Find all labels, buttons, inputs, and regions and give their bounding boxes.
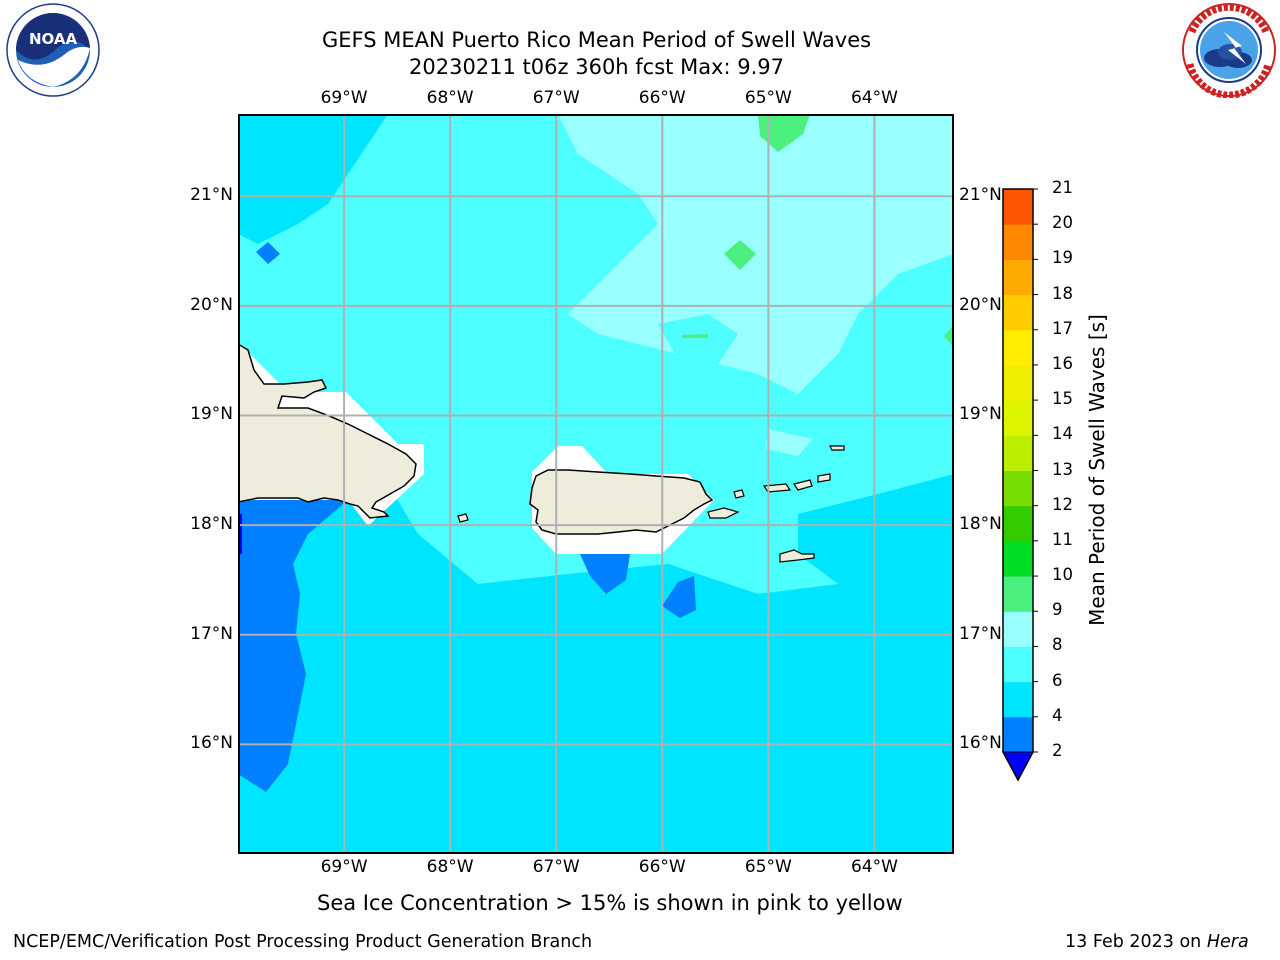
lon-tick-top: 69°W [320,88,368,108]
field-2-4-west [238,500,348,792]
field-2-4-s-pr [580,554,630,594]
colorbar-segment [1003,294,1033,331]
footer-date: 13 Feb 2023 on Hera [1065,932,1249,952]
lon-tick-bottom: 65°W [744,857,792,877]
field-9-10-a [758,114,810,152]
lat-tick-right: 17°N [959,623,1002,644]
colorbar-tick-label: 4 [1052,705,1063,725]
land-hispaniola [238,343,417,519]
chart-subtitle: 20230211 t06z 360h fcst Max: 9.97 [409,55,784,79]
colorbar-tick-label: 15 [1052,389,1073,409]
colorbar-segment [1003,364,1033,401]
colorbar-tick-label: 10 [1052,565,1073,585]
lon-tick-bottom: 64°W [850,857,898,877]
colorbar-segment [1003,611,1033,647]
colorbar-segment [1003,435,1033,471]
lat-tick-right: 19°N [959,404,1002,425]
colorbar-segment [1003,540,1033,577]
colorbar-segment [1003,400,1033,436]
lon-tick-top: 68°W [426,88,474,108]
field-4-6-east [798,474,954,584]
colorbar-segment [1003,646,1033,683]
colorbar-segment [1003,576,1033,612]
map-border [238,114,954,854]
colorbar-tick-label: 19 [1052,248,1073,268]
lon-tick-top: 64°W [850,88,898,108]
field-4-6-north [238,114,388,244]
field-9-10-b [724,240,756,270]
colorbar-tick-label: 11 [1052,529,1073,549]
lat-tick-left: 20°N [190,294,233,315]
colorbar-tick-label: 16 [1052,353,1073,373]
colorbar-tick-label: 12 [1052,494,1073,514]
lat-tick-right: 16°N [959,733,1002,754]
colorbar-segment [1003,329,1033,366]
nws-logo-icon [1180,2,1278,99]
map-panel [238,114,954,854]
land-st-croix [779,549,815,563]
colorbar-outline [1002,188,1034,782]
colorbar-segment [1003,224,1033,260]
noaa-logo-icon: NOAA [3,2,103,98]
field-8-9-small2 [766,429,813,456]
field-2-4-nw [256,242,280,264]
lat-tick-left: 17°N [190,623,233,644]
land-culebra [733,489,745,499]
colorbar-segment [1003,470,1033,507]
field-9-10-d [944,324,954,348]
colorbar-tick-label: 8 [1052,635,1063,655]
land-virgin-islands [762,473,831,493]
lon-tick-bottom: 66°W [638,857,686,877]
colorbar-segment [1003,681,1033,718]
colorbar-tick-label: 18 [1052,283,1073,303]
colorbar-tick-label: 6 [1052,670,1063,690]
lon-tick-top: 67°W [532,88,580,108]
lon-tick-top: 65°W [744,88,792,108]
land-anegada [829,445,845,451]
field-8-9-small1 [588,134,638,159]
land-vieques [707,507,740,519]
colorbar-tick-label: 2 [1052,741,1063,760]
land-mona [457,513,469,523]
lon-tick-bottom: 67°W [532,857,580,877]
lon-tick-bottom: 69°W [320,857,368,877]
lat-tick-left: 19°N [190,404,233,425]
colorbar-segment [1003,505,1033,542]
lat-tick-left: 16°N [190,733,233,754]
field-6-8-pocket [658,314,738,364]
chart-title: GEFS MEAN Puerto Rico Mean Period of Swe… [321,28,872,52]
colorbar-segment [1003,259,1033,296]
colorbar-title: Mean Period of Swell Waves [s] [1085,314,1109,626]
footer-date-text: 13 Feb 2023 on [1065,932,1207,952]
colorbar-tick-label: 13 [1052,459,1073,479]
colorbar-segment [1003,189,1033,225]
colorbar-segment [1003,716,1033,753]
colorbar-tick-label: 9 [1052,600,1063,620]
lat-tick-left: 21°N [190,185,233,206]
footer-host: Hera [1206,932,1249,952]
lon-tick-bottom: 68°W [426,857,474,877]
colorbar-tick-label: 17 [1052,318,1073,338]
lat-tick-right: 18°N [959,514,1002,535]
lat-tick-left: 18°N [190,514,233,535]
land-puerto-rico [529,469,714,535]
footer-credit: NCEP/EMC/Verification Post Processing Pr… [13,932,593,952]
colorbar-under-arrow [1002,751,1034,782]
map-svg [238,114,954,854]
colorbar-tick-label: 21 [1052,178,1073,197]
colorbar [1002,188,1038,782]
field-9-10-c [682,334,708,338]
lat-tick-right: 21°N [959,185,1002,206]
lon-tick-top: 66°W [638,88,686,108]
gridlines [238,114,954,854]
colorbar-tick-label: 14 [1052,424,1073,444]
lat-tick-right: 20°N [959,294,1002,315]
field-4-6-south [238,484,954,854]
sea-ice-caption: Sea Ice Concentration > 15% is shown in … [317,891,903,915]
colorbar-tick-label: 20 [1052,213,1073,233]
field-2-4-se [662,576,696,618]
svg-text:NOAA: NOAA [29,30,78,48]
